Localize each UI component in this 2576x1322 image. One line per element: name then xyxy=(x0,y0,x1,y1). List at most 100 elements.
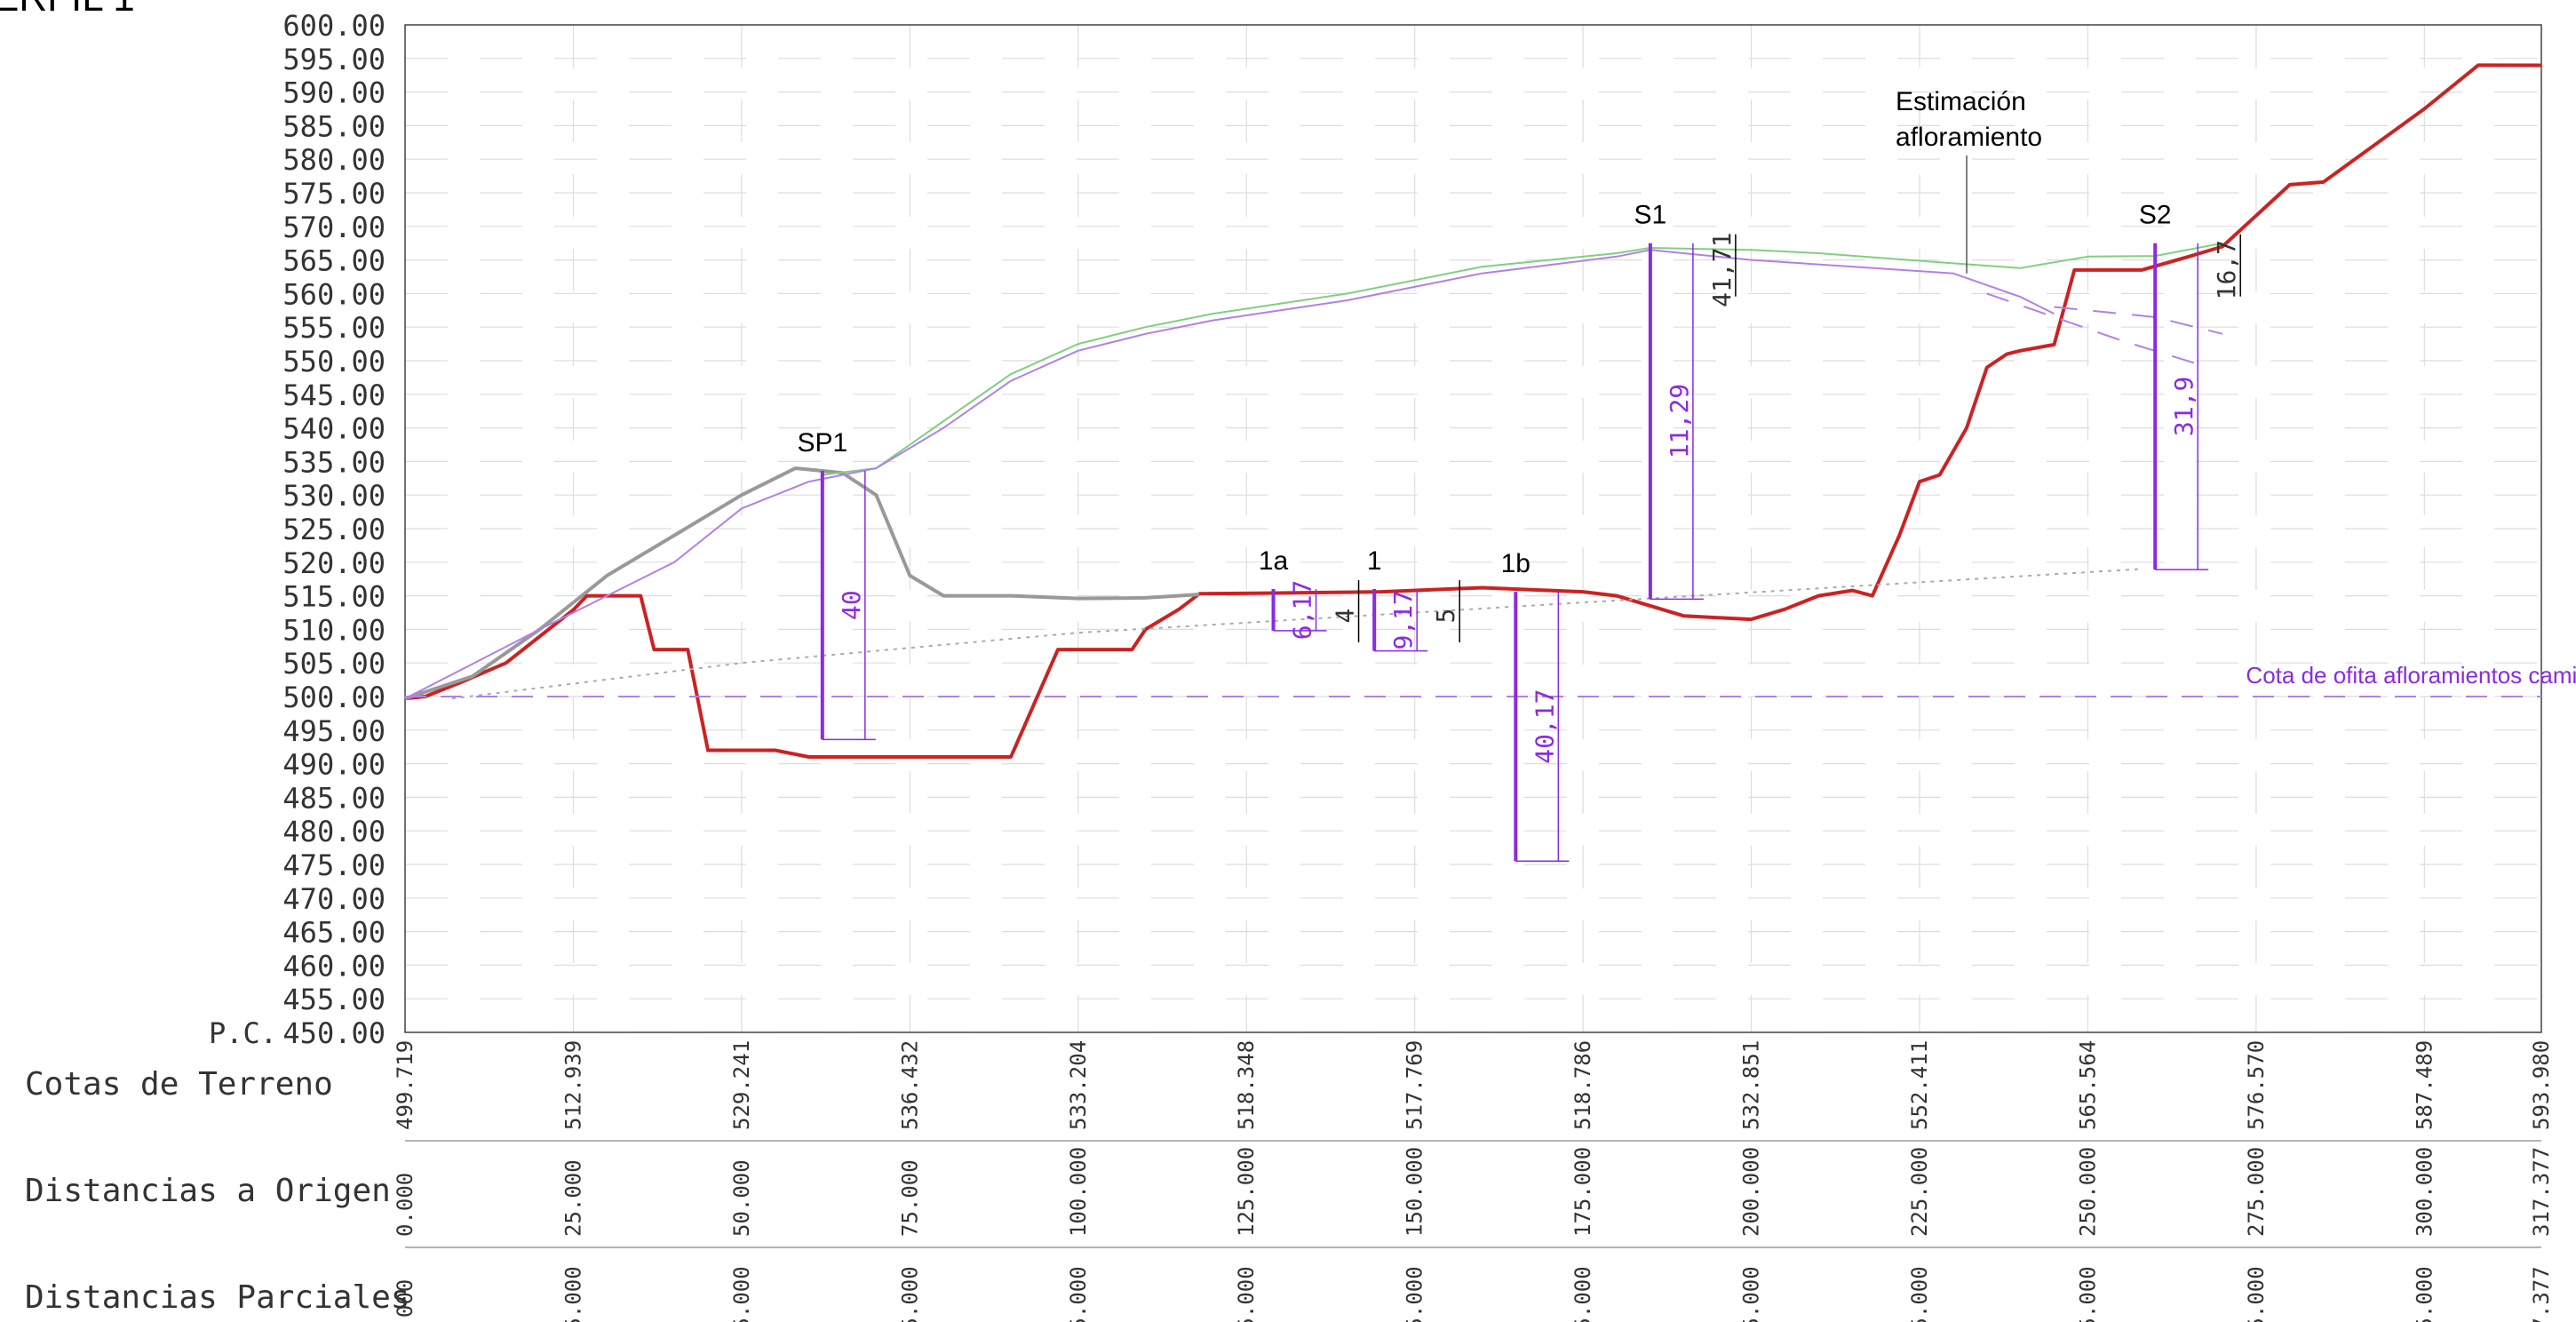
band-value: 587.489 xyxy=(2412,1040,2437,1130)
band-value: 565.564 xyxy=(2075,1040,2100,1130)
guitar-bands: Cotas de Terreno 499.719 512.939 529.241 536… xyxy=(25,1040,2554,1322)
y-tick-label: 465.00 xyxy=(282,916,386,950)
annotation-text: Estimación xyxy=(1896,87,2026,116)
band-value: 17.377 xyxy=(2529,1266,2554,1322)
depth-label: 40,17 xyxy=(1530,689,1559,763)
band-value: 250.000 xyxy=(2075,1147,2100,1237)
band-value: 75.000 xyxy=(897,1159,922,1237)
band-value: 25.000 xyxy=(1403,1266,1427,1322)
annotation-text: Cota de ofita afloramientos camino xyxy=(2246,662,2576,689)
y-tick-label: 480.00 xyxy=(282,815,386,848)
borehole: 1b 40,17 xyxy=(1501,549,1570,862)
series-line xyxy=(404,466,1200,701)
band-value: 529.241 xyxy=(729,1040,754,1130)
band-value: 25.000 xyxy=(2244,1266,2269,1322)
y-tick-label: 580.00 xyxy=(282,143,386,177)
borehole-label: S2 xyxy=(2139,201,2172,230)
band-value: 25.000 xyxy=(1739,1266,1764,1322)
band-label: Distancias Parciales xyxy=(25,1279,409,1316)
rock-label: 4 xyxy=(1331,609,1360,624)
band-value: 593.980 xyxy=(2529,1040,2554,1130)
band-value: 25.000 xyxy=(561,1159,585,1237)
y-tick-label: 470.00 xyxy=(282,882,386,916)
band-value: 25.000 xyxy=(897,1266,922,1322)
depth-label: 40 xyxy=(837,590,866,620)
band-value: 200.000 xyxy=(1739,1147,1764,1237)
borehole: 19,17 5 xyxy=(1367,546,1460,652)
y-tick-label: 540.00 xyxy=(282,412,386,446)
y-tick-label: 510.00 xyxy=(282,613,386,647)
band-value: 0.000 xyxy=(393,1173,417,1237)
borehole: S2 31,9 16,7 xyxy=(2139,201,2241,570)
y-tick-label: 600.00 xyxy=(282,9,386,43)
series-line xyxy=(451,568,2143,700)
band-value: 576.570 xyxy=(2244,1040,2269,1130)
profile-lines xyxy=(404,63,2542,759)
y-tick-label: 535.00 xyxy=(282,445,386,479)
plot-frame xyxy=(404,24,2542,1033)
borehole: SP1 40 xyxy=(797,428,876,741)
y-tick-label: 575.00 xyxy=(282,177,386,211)
annotation-text: afloramiento xyxy=(1896,123,2042,152)
band-value: 225.000 xyxy=(1907,1147,1932,1237)
y-tick-label: 590.00 xyxy=(282,76,386,110)
band-value: 512.939 xyxy=(561,1040,585,1130)
chart-title: ERFIL 1 xyxy=(0,0,135,20)
y-tick-label: 525.00 xyxy=(282,513,386,546)
band-value: 317.377 xyxy=(2529,1147,2554,1237)
band-value: 125.000 xyxy=(1234,1147,1259,1237)
borehole-label: S1 xyxy=(1634,201,1667,230)
depth-label: 11,29 xyxy=(1665,384,1694,458)
annotations: Estimación afloramiento Cota de ofita aflo… xyxy=(1896,87,2576,689)
y-tick-label: 530.00 xyxy=(282,479,386,513)
band-value: 50.000 xyxy=(729,1159,754,1237)
y-tick-label: 545.00 xyxy=(282,378,386,412)
y-tick-label: 595.00 xyxy=(282,43,386,76)
band-value: 25.000 xyxy=(2412,1266,2437,1322)
borehole-label: 1 xyxy=(1367,546,1382,576)
borehole: 1a 6,17 4 xyxy=(1259,546,1360,643)
y-tick-label: 475.00 xyxy=(282,848,386,882)
band-value: 25.000 xyxy=(1570,1266,1595,1322)
band-value: 25.000 xyxy=(561,1266,585,1322)
band-label: Cotas de Terreno xyxy=(25,1066,333,1103)
grid xyxy=(404,24,2542,1033)
band-value: 100.000 xyxy=(1066,1147,1091,1237)
band-value: 25.000 xyxy=(729,1266,754,1322)
band-value: 25.000 xyxy=(1234,1266,1259,1322)
band-value: 533.204 xyxy=(1066,1040,1091,1130)
depth-label: 9,17 xyxy=(1388,590,1418,649)
depth-label: 31,9 xyxy=(2169,377,2198,436)
band-value: 175.000 xyxy=(1570,1147,1595,1237)
y-tick-label: 495.00 xyxy=(282,714,386,748)
borehole-label: SP1 xyxy=(797,428,847,458)
borehole-label: 1b xyxy=(1501,549,1530,578)
y-tick-label: 450.00 xyxy=(282,1016,386,1050)
series-line xyxy=(404,249,2055,700)
borehole-label: 1a xyxy=(1259,546,1289,576)
y-tick-label: 460.00 xyxy=(282,949,386,983)
y-tick-label: 485.00 xyxy=(282,781,386,815)
band-value: 25.000 xyxy=(2075,1266,2100,1322)
series-line xyxy=(822,242,2223,476)
y-tick-label: 490.00 xyxy=(282,748,386,782)
y-tick-label: 550.00 xyxy=(282,345,386,378)
y-tick-label: 520.00 xyxy=(282,546,386,580)
band-value: 499.719 xyxy=(393,1040,417,1130)
band-value: 300.000 xyxy=(2412,1147,2437,1237)
band-value: 25.000 xyxy=(1066,1266,1091,1322)
rock-label: 16,7 xyxy=(2212,240,2241,299)
y-tick-label: 500.00 xyxy=(282,681,386,714)
y-tick-label: 455.00 xyxy=(282,983,386,1016)
band-value: 150.000 xyxy=(1403,1147,1427,1237)
y-tick-label: 585.00 xyxy=(282,109,386,143)
band-value: 532.851 xyxy=(1739,1040,1764,1130)
borehole: S1 11,29 41,71 xyxy=(1634,201,1737,601)
series-line xyxy=(404,63,2542,759)
rock-label: 41,71 xyxy=(1707,233,1737,307)
band-label: Distancias a Origen xyxy=(25,1173,391,1209)
band-value: 517.769 xyxy=(1403,1040,1427,1130)
y-tick-label: 505.00 xyxy=(282,647,386,681)
band-value: 536.432 xyxy=(897,1040,922,1130)
